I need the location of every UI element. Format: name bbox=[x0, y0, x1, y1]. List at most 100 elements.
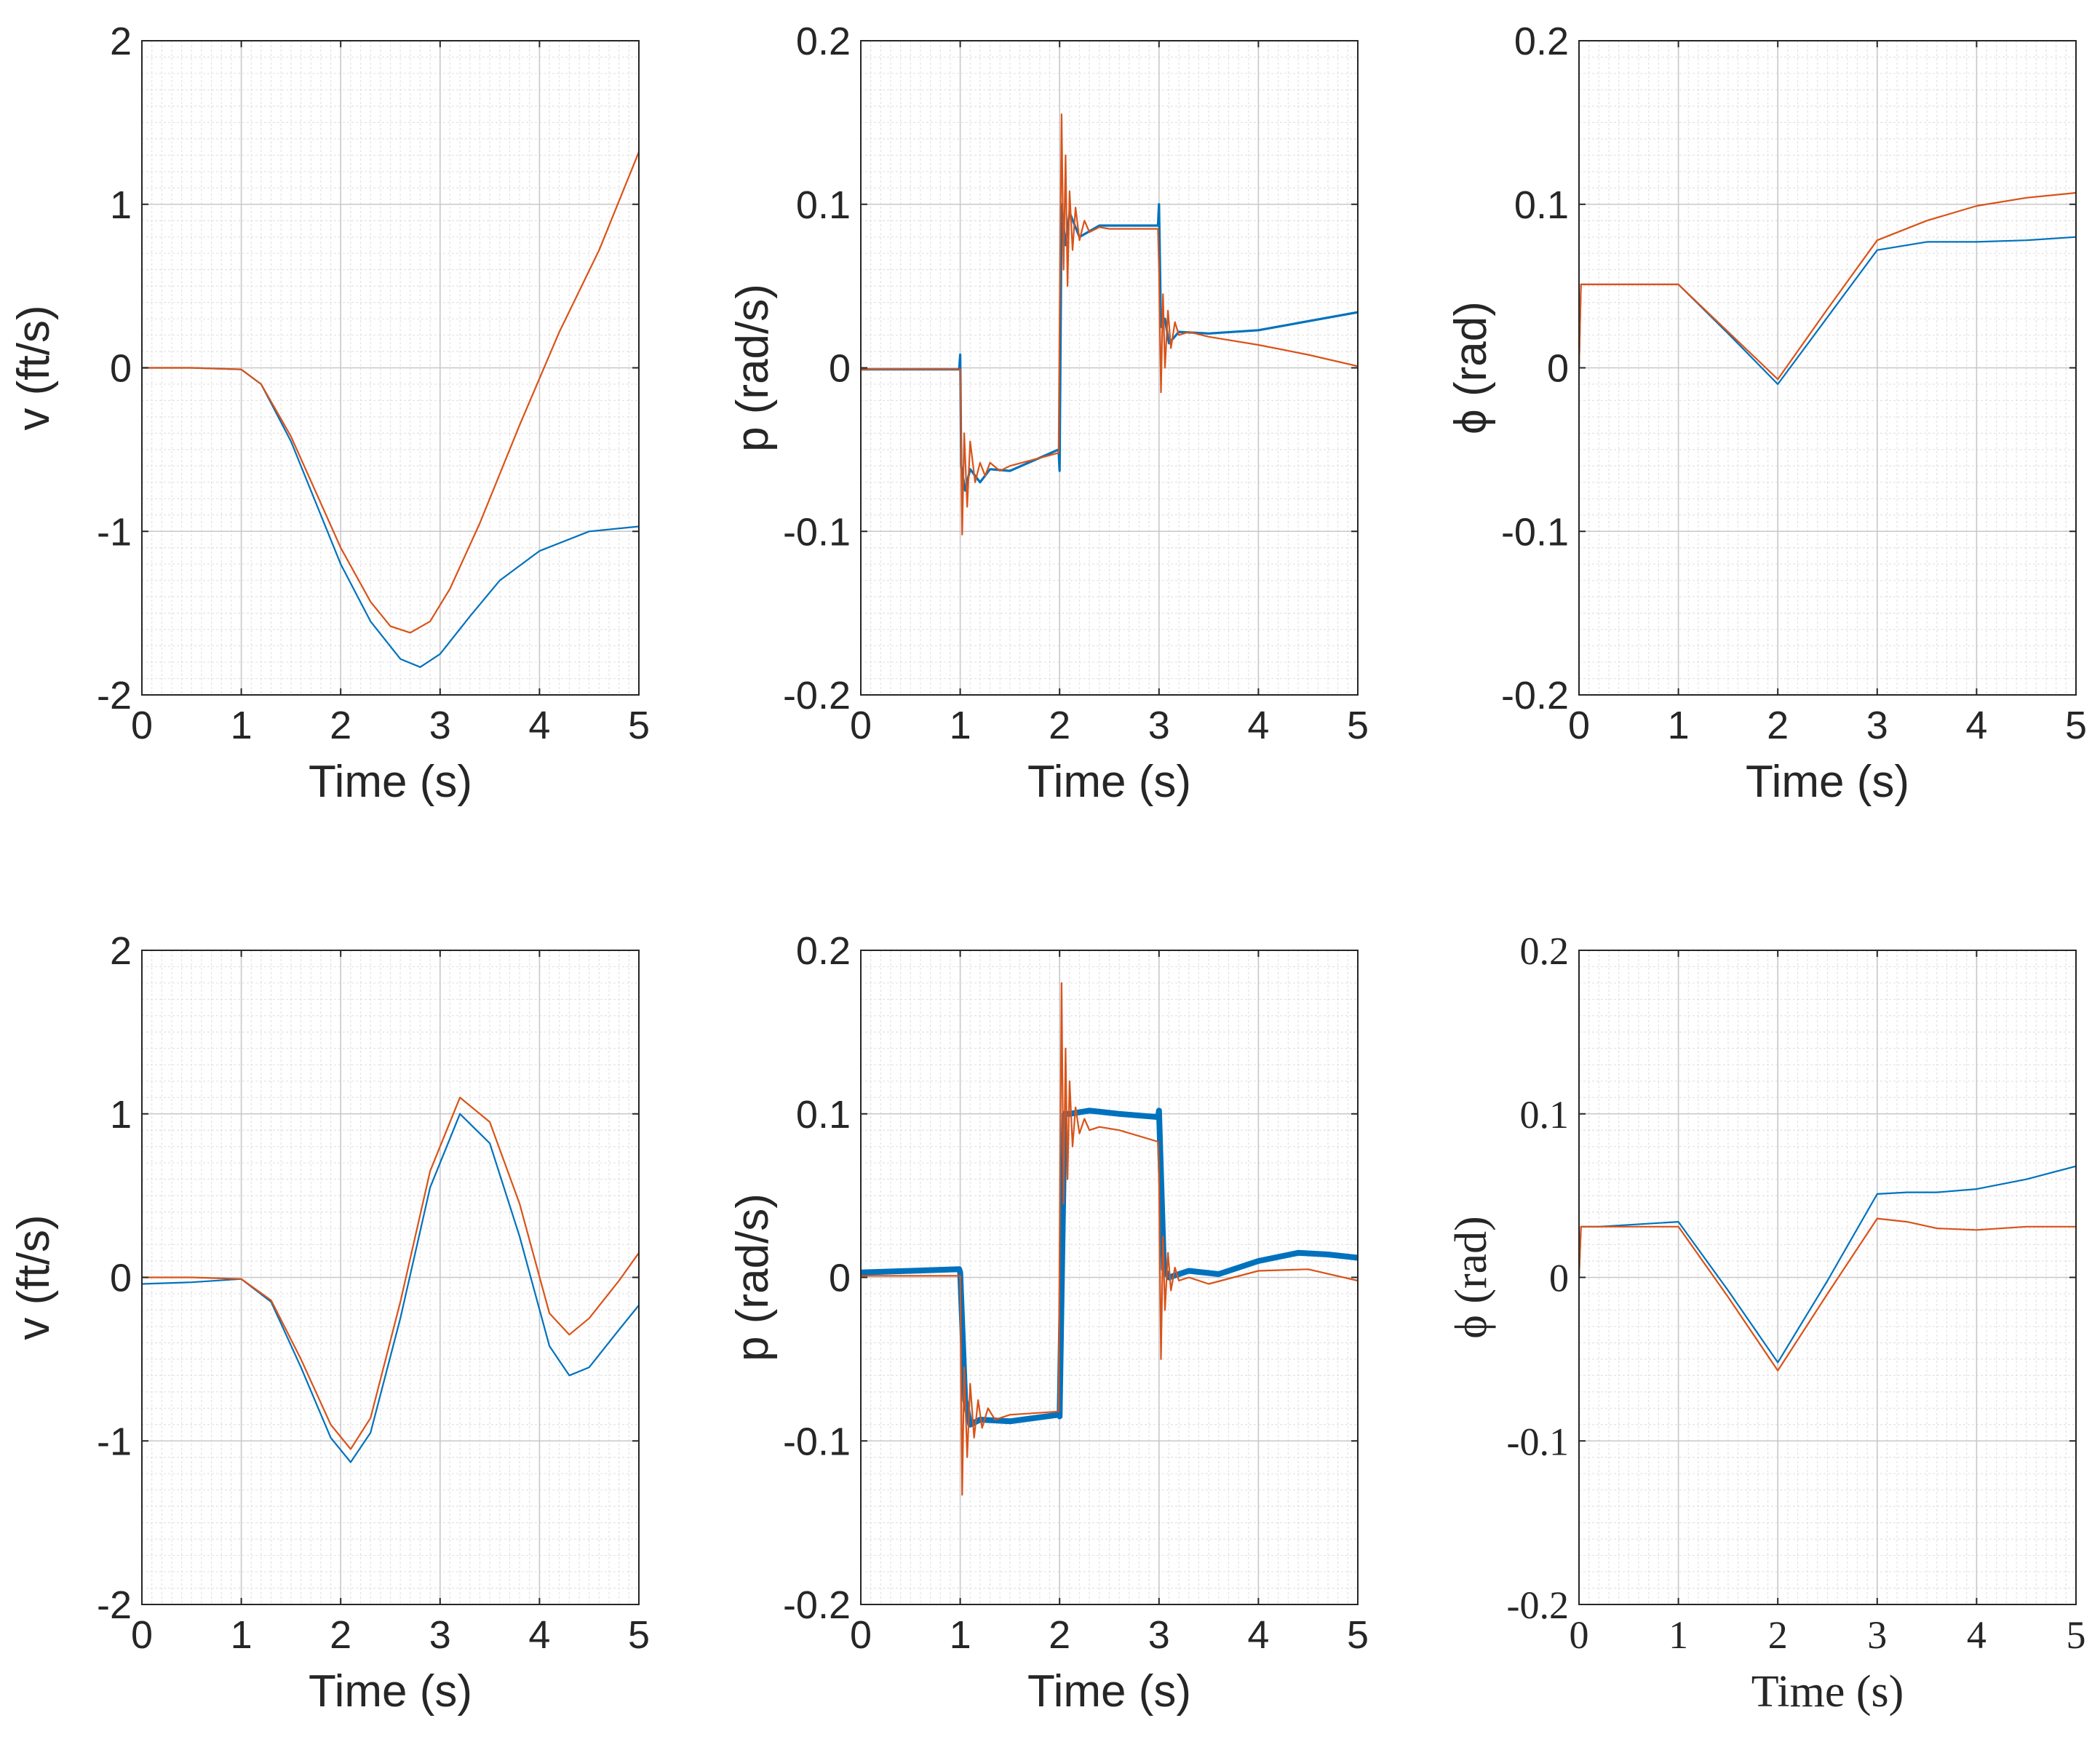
x-tick-label: 4 bbox=[1967, 1613, 1986, 1657]
x-tick-label: 2 bbox=[1767, 704, 1789, 747]
x-tick-label: 5 bbox=[2067, 1613, 2086, 1657]
y-tick-label: 0.2 bbox=[796, 929, 851, 973]
x-tick-label: 0 bbox=[131, 704, 153, 747]
x-tick-label: 3 bbox=[1148, 704, 1170, 747]
y-tick-label: 0 bbox=[829, 1257, 851, 1300]
y-axis-label: ϕ (rad) bbox=[1447, 1216, 1496, 1339]
y-tick-label: 0.2 bbox=[1520, 929, 1570, 973]
series-group bbox=[142, 1097, 639, 1463]
y-axis-label: p (rad/s) bbox=[728, 1193, 778, 1361]
y-tick-label: -0.1 bbox=[1507, 1420, 1569, 1463]
series-line-orange bbox=[861, 982, 1358, 1496]
y-tick-label: 0 bbox=[110, 1257, 132, 1300]
y-tick-label: 0.2 bbox=[1514, 20, 1569, 63]
x-tick-label: 2 bbox=[1049, 704, 1070, 747]
x-axis-label: Time (s) bbox=[309, 1666, 472, 1717]
ticks bbox=[860, 950, 1359, 1605]
y-tick-label: 0.1 bbox=[1520, 1093, 1570, 1137]
series-group bbox=[861, 982, 1358, 1496]
series-group bbox=[142, 151, 639, 668]
x-tick-label: 0 bbox=[850, 704, 872, 747]
y-tick-label: -1 bbox=[97, 510, 132, 554]
series-line-orange bbox=[1579, 191, 2076, 381]
y-tick-label: 2 bbox=[110, 20, 132, 63]
x-axis-label: Time (s) bbox=[1027, 757, 1191, 807]
x-tick-label: 4 bbox=[528, 1613, 550, 1657]
x-tick-label: 3 bbox=[1867, 1613, 1887, 1657]
series-line-orange bbox=[1579, 1217, 2076, 1372]
series-line-blue bbox=[142, 1113, 639, 1463]
y-axis-label: v (ft/s) bbox=[9, 305, 59, 430]
y-tick-label: 0.1 bbox=[796, 183, 851, 227]
y-tick-label: 1 bbox=[110, 183, 132, 227]
y-tick-label: 0 bbox=[1547, 347, 1569, 391]
series-line-orange bbox=[142, 151, 639, 634]
ticks bbox=[1578, 950, 2077, 1605]
x-tick-label: 0 bbox=[1568, 704, 1590, 747]
series-group bbox=[861, 114, 1358, 536]
x-tick-label: 0 bbox=[131, 1613, 153, 1657]
x-tick-label: 2 bbox=[1768, 1613, 1788, 1657]
y-tick-label: 1 bbox=[110, 1093, 132, 1137]
chart-panel-p-top: 0 1 2 3 4 5 -0.2 -0.1 0 0.1 0.2 Time (s) p (rad/s) bbox=[728, 20, 1369, 807]
x-tick-label: 0 bbox=[1570, 1613, 1589, 1657]
x-tick-label: 1 bbox=[1668, 704, 1690, 747]
x-tick-label: 1 bbox=[231, 704, 252, 747]
x-tick-label: 5 bbox=[628, 704, 650, 747]
y-tick-label: 0 bbox=[829, 347, 851, 391]
x-tick-label: 4 bbox=[1247, 1613, 1269, 1657]
x-tick-label: 5 bbox=[1347, 704, 1369, 747]
x-tick-label: 5 bbox=[1347, 1613, 1369, 1657]
x-tick-label: 1 bbox=[231, 1613, 252, 1657]
ticks bbox=[860, 40, 1359, 696]
x-axis-label: Time (s) bbox=[309, 757, 472, 807]
y-tick-label: -0.2 bbox=[783, 674, 851, 717]
x-tick-label: 2 bbox=[330, 704, 351, 747]
y-tick-label: 0.1 bbox=[1514, 183, 1569, 227]
ticks bbox=[1578, 40, 2077, 696]
series-group bbox=[1579, 191, 2076, 386]
x-tick-label: 3 bbox=[1866, 704, 1888, 747]
chart-panel-v-bottom: 0 1 2 3 4 5 -2 -1 0 1 2 Time (s) v (ft/s) bbox=[9, 929, 650, 1717]
y-tick-label: 0.2 bbox=[796, 20, 851, 63]
y-tick-label: -0.2 bbox=[1507, 1583, 1569, 1627]
y-tick-label: -0.1 bbox=[783, 1420, 851, 1463]
x-tick-label: 3 bbox=[1148, 1613, 1170, 1657]
chart-panel-phi-top: 0 1 2 3 4 5 -0.2 -0.1 0 0.1 0.2 Time (s) ϕ (rad) bbox=[1446, 20, 2087, 807]
chart-panel-p-bottom: 0 1 2 3 4 5 -0.2 -0.1 0 0.1 0.2 Time (s) p (rad/s) bbox=[728, 929, 1369, 1717]
series-line-orange bbox=[142, 1097, 639, 1450]
ticks bbox=[141, 40, 640, 696]
x-tick-label: 3 bbox=[429, 1613, 451, 1657]
x-tick-label: 3 bbox=[429, 704, 451, 747]
x-tick-label: 1 bbox=[950, 704, 971, 747]
x-axis-label: Time (s) bbox=[1751, 1667, 1904, 1717]
y-tick-label: -0.1 bbox=[783, 510, 851, 554]
x-tick-label: 5 bbox=[2065, 704, 2087, 747]
x-tick-label: 5 bbox=[628, 1613, 650, 1657]
chart-panel-phi-bottom: 0 1 2 3 4 5 -0.2 -0.1 0 0.1 0.2 Time (s) ϕ (rad) bbox=[1447, 929, 2086, 1717]
chart-panel-v-top: 0 1 2 3 4 5 -2 -1 0 1 2 Time (s) v (ft/s) bbox=[9, 20, 650, 807]
y-axis-label: v (ft/s) bbox=[9, 1214, 59, 1340]
y-tick-label: -0.2 bbox=[1501, 674, 1569, 717]
y-tick-label: -0.1 bbox=[1501, 510, 1569, 554]
series-line-blue bbox=[861, 203, 1358, 492]
x-axis-label: Time (s) bbox=[1027, 1666, 1191, 1717]
x-tick-label: 4 bbox=[1965, 704, 1987, 747]
x-tick-label: 1 bbox=[950, 1613, 971, 1657]
x-axis-label: Time (s) bbox=[1746, 757, 1909, 807]
ticks bbox=[141, 950, 640, 1605]
y-tick-label: 0 bbox=[1549, 1257, 1569, 1300]
y-tick-label: 0.1 bbox=[796, 1093, 851, 1137]
y-tick-label: 0 bbox=[110, 347, 132, 391]
y-tick-label: -0.2 bbox=[783, 1583, 851, 1627]
x-tick-label: 2 bbox=[330, 1613, 351, 1657]
y-tick-label: 2 bbox=[110, 929, 132, 973]
x-tick-label: 4 bbox=[528, 704, 550, 747]
x-tick-label: 2 bbox=[1049, 1613, 1070, 1657]
x-tick-label: 0 bbox=[850, 1613, 872, 1657]
series-group bbox=[1579, 1165, 2076, 1372]
y-axis-label: p (rad/s) bbox=[728, 284, 778, 452]
y-tick-label: -2 bbox=[97, 674, 132, 717]
y-axis-label: ϕ (rad) bbox=[1446, 301, 1496, 434]
